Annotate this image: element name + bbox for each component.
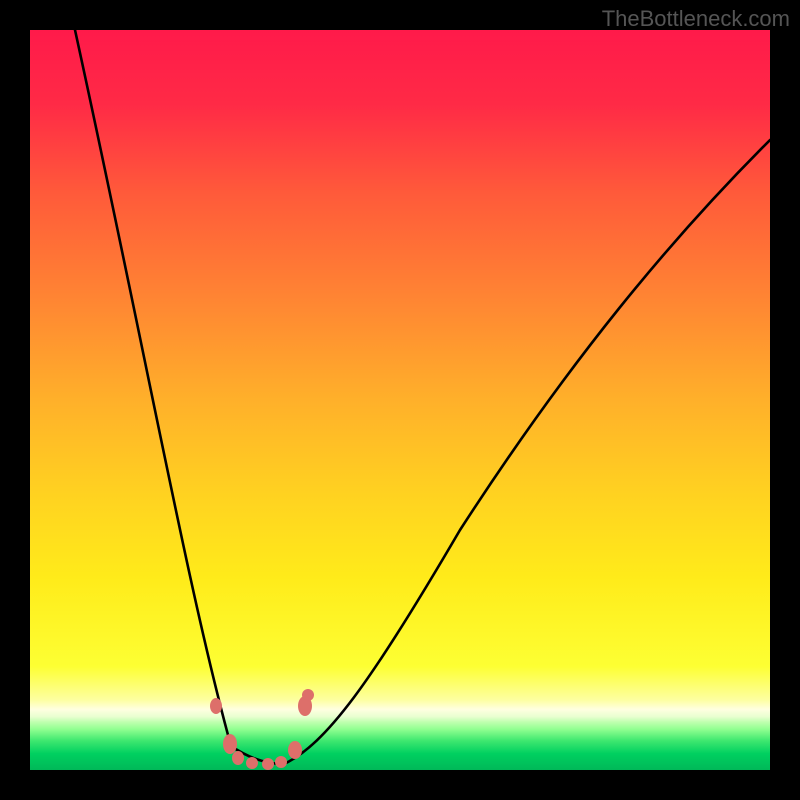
marker-point — [262, 758, 274, 770]
gradient-background — [30, 30, 770, 770]
watermark-text: TheBottleneck.com — [602, 6, 790, 32]
plot-area — [30, 30, 770, 770]
marker-point — [288, 741, 302, 759]
marker-point — [232, 751, 244, 765]
marker-point — [246, 757, 258, 769]
chart-container: TheBottleneck.com — [0, 0, 800, 800]
marker-point — [223, 734, 237, 754]
marker-point — [275, 756, 287, 768]
marker-point — [210, 698, 222, 714]
marker-point — [302, 689, 314, 701]
plot-svg — [30, 30, 770, 770]
